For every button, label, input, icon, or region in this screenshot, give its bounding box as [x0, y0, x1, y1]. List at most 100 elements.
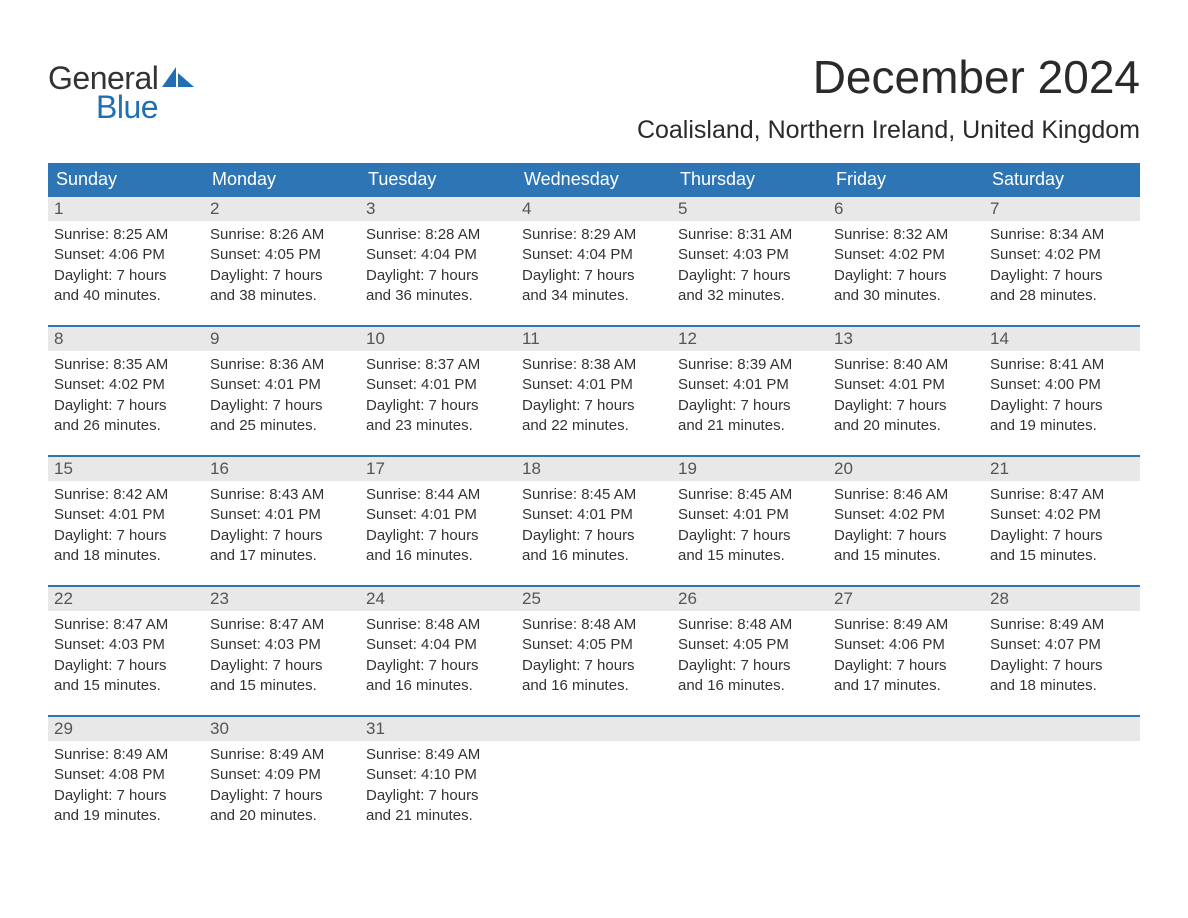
sunrise-text: Sunrise: 8:36 AM: [210, 355, 354, 375]
day-number: [516, 717, 672, 741]
day-number: 21: [984, 457, 1140, 481]
daylight-line1: Daylight: 7 hours: [54, 266, 198, 286]
sunset-text: Sunset: 4:10 PM: [366, 765, 510, 785]
daylight-line2: and 40 minutes.: [54, 286, 198, 306]
week-row: 29Sunrise: 8:49 AMSunset: 4:08 PMDayligh…: [48, 715, 1140, 845]
day-body: Sunrise: 8:47 AMSunset: 4:03 PMDaylight:…: [48, 611, 204, 700]
daylight-line2: and 16 minutes.: [522, 546, 666, 566]
weekday-saturday: Saturday: [984, 163, 1140, 197]
day-cell: [984, 717, 1140, 845]
sunrise-text: Sunrise: 8:28 AM: [366, 225, 510, 245]
sunrise-text: Sunrise: 8:48 AM: [678, 615, 822, 635]
day-number: 31: [360, 717, 516, 741]
day-body: Sunrise: 8:32 AMSunset: 4:02 PMDaylight:…: [828, 221, 984, 310]
sunrise-text: Sunrise: 8:32 AM: [834, 225, 978, 245]
day-cell: 31 Sunrise: 8:49 AMSunset: 4:10 PMDayligh…: [360, 717, 516, 845]
daylight-line1: Daylight: 7 hours: [54, 786, 198, 806]
sunset-text: Sunset: 4:05 PM: [678, 635, 822, 655]
daylight-line2: and 17 minutes.: [834, 676, 978, 696]
daylight-line1: Daylight: 7 hours: [522, 266, 666, 286]
sunset-text: Sunset: 4:03 PM: [54, 635, 198, 655]
sunrise-text: Sunrise: 8:35 AM: [54, 355, 198, 375]
daylight-line1: Daylight: 7 hours: [678, 266, 822, 286]
day-cell: 16Sunrise: 8:43 AMSunset: 4:01 PMDayligh…: [204, 457, 360, 585]
sunset-text: Sunset: 4:06 PM: [834, 635, 978, 655]
day-number: 25: [516, 587, 672, 611]
daylight-line2: and 36 minutes.: [366, 286, 510, 306]
day-number: 12: [672, 327, 828, 351]
day-cell: 19Sunrise: 8:45 AMSunset: 4:01 PMDayligh…: [672, 457, 828, 585]
sunrise-text: Sunrise: 8:49 AM: [54, 745, 198, 765]
day-body: [828, 741, 984, 749]
day-cell: 28Sunrise: 8:49 AMSunset: 4:07 PMDayligh…: [984, 587, 1140, 715]
day-number: 2: [204, 197, 360, 221]
sunrise-text: Sunrise: 8:38 AM: [522, 355, 666, 375]
day-body: Sunrise: 8:37 AMSunset: 4:01 PMDaylight:…: [360, 351, 516, 440]
day-number: 27: [828, 587, 984, 611]
sunset-text: Sunset: 4:08 PM: [54, 765, 198, 785]
day-body: [672, 741, 828, 749]
day-body: Sunrise: 8:35 AMSunset: 4:02 PMDaylight:…: [48, 351, 204, 440]
sunrise-text: Sunrise: 8:47 AM: [990, 485, 1134, 505]
day-body: Sunrise: 8:48 AMSunset: 4:04 PMDaylight:…: [360, 611, 516, 700]
day-cell: 10Sunrise: 8:37 AMSunset: 4:01 PMDayligh…: [360, 327, 516, 455]
daylight-line1: Daylight: 7 hours: [54, 396, 198, 416]
day-body: Sunrise: 8:38 AMSunset: 4:01 PMDaylight:…: [516, 351, 672, 440]
sunrise-text: Sunrise: 8:44 AM: [366, 485, 510, 505]
day-number: [672, 717, 828, 741]
daylight-line2: and 17 minutes.: [210, 546, 354, 566]
sunset-text: Sunset: 4:04 PM: [366, 635, 510, 655]
day-body: [984, 741, 1140, 749]
weekday-sunday: Sunday: [48, 163, 204, 197]
sunset-text: Sunset: 4:06 PM: [54, 245, 198, 265]
daylight-line1: Daylight: 7 hours: [366, 266, 510, 286]
day-body: Sunrise: 8:49 AMSunset: 4:06 PMDaylight:…: [828, 611, 984, 700]
weekday-thursday: Thursday: [672, 163, 828, 197]
sunset-text: Sunset: 4:02 PM: [990, 245, 1134, 265]
day-cell: [516, 717, 672, 845]
day-cell: 3Sunrise: 8:28 AMSunset: 4:04 PMDaylight…: [360, 197, 516, 325]
day-number: 23: [204, 587, 360, 611]
day-number: 4: [516, 197, 672, 221]
day-body: Sunrise: 8:49 AMSunset: 4:08 PMDaylight:…: [48, 741, 204, 830]
sunset-text: Sunset: 4:02 PM: [834, 245, 978, 265]
sunrise-text: Sunrise: 8:45 AM: [522, 485, 666, 505]
daylight-line2: and 16 minutes.: [678, 676, 822, 696]
day-body: Sunrise: 8:44 AMSunset: 4:01 PMDaylight:…: [360, 481, 516, 570]
daylight-line1: Daylight: 7 hours: [210, 526, 354, 546]
daylight-line1: Daylight: 7 hours: [366, 656, 510, 676]
daylight-line1: Daylight: 7 hours: [522, 526, 666, 546]
daylight-line2: and 16 minutes.: [366, 546, 510, 566]
day-cell: 18Sunrise: 8:45 AMSunset: 4:01 PMDayligh…: [516, 457, 672, 585]
sunset-text: Sunset: 4:01 PM: [54, 505, 198, 525]
daylight-line1: Daylight: 7 hours: [834, 396, 978, 416]
sunset-text: Sunset: 4:09 PM: [210, 765, 354, 785]
day-cell: [828, 717, 984, 845]
day-body: Sunrise: 8:28 AMSunset: 4:04 PMDaylight:…: [360, 221, 516, 310]
daylight-line1: Daylight: 7 hours: [210, 396, 354, 416]
day-cell: 15Sunrise: 8:42 AMSunset: 4:01 PMDayligh…: [48, 457, 204, 585]
day-body: [516, 741, 672, 749]
daylight-line1: Daylight: 7 hours: [990, 526, 1134, 546]
daylight-line2: and 23 minutes.: [366, 416, 510, 436]
sunset-text: Sunset: 4:05 PM: [210, 245, 354, 265]
daylight-line1: Daylight: 7 hours: [366, 786, 510, 806]
sunrise-text: Sunrise: 8:49 AM: [834, 615, 978, 635]
header: General Blue December 2024 Coalisland, N…: [48, 30, 1140, 145]
day-number: [984, 717, 1140, 741]
day-cell: 22Sunrise: 8:47 AMSunset: 4:03 PMDayligh…: [48, 587, 204, 715]
daylight-line2: and 16 minutes.: [522, 676, 666, 696]
daylight-line2: and 18 minutes.: [54, 546, 198, 566]
sunrise-text: Sunrise: 8:49 AM: [366, 745, 510, 765]
day-body: Sunrise: 8:25 AMSunset: 4:06 PMDaylight:…: [48, 221, 204, 310]
daylight-line1: Daylight: 7 hours: [210, 786, 354, 806]
week-row: 1Sunrise: 8:25 AMSunset: 4:06 PMDaylight…: [48, 197, 1140, 325]
week-row: 8Sunrise: 8:35 AMSunset: 4:02 PMDaylight…: [48, 325, 1140, 455]
daylight-line2: and 16 minutes.: [366, 676, 510, 696]
daylight-line1: Daylight: 7 hours: [678, 656, 822, 676]
day-number: 10: [360, 327, 516, 351]
day-cell: 24Sunrise: 8:48 AMSunset: 4:04 PMDayligh…: [360, 587, 516, 715]
day-body: Sunrise: 8:29 AMSunset: 4:04 PMDaylight:…: [516, 221, 672, 310]
sunset-text: Sunset: 4:01 PM: [834, 375, 978, 395]
weekday-header-row: Sunday Monday Tuesday Wednesday Thursday…: [48, 163, 1140, 197]
